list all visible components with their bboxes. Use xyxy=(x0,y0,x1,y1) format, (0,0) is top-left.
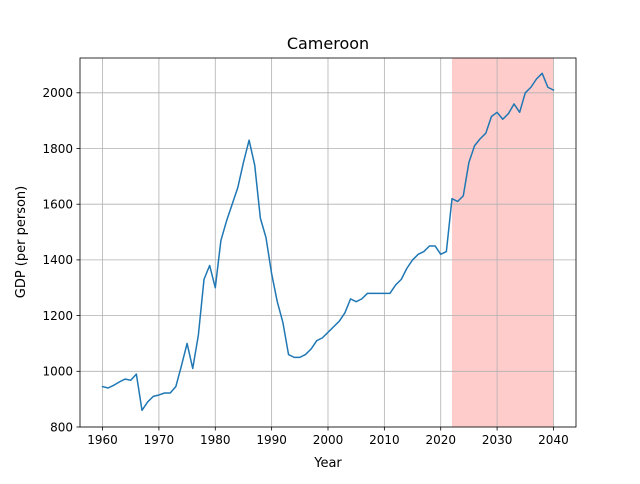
x-tick-label: 2010 xyxy=(369,433,400,447)
x-tick-label: 1990 xyxy=(256,433,287,447)
y-tick-label: 800 xyxy=(50,420,73,434)
y-tick-label: 1200 xyxy=(42,309,73,323)
y-tick-label: 2000 xyxy=(42,86,73,100)
y-tick-label: 1600 xyxy=(42,198,73,212)
x-axis-label: Year xyxy=(313,456,342,471)
y-tick-label: 1400 xyxy=(42,253,73,267)
x-tick-label: 1980 xyxy=(200,433,231,447)
chart-title: Cameroon xyxy=(287,34,369,53)
y-tick-label: 1800 xyxy=(42,142,73,156)
x-tick-label: 1960 xyxy=(87,433,118,447)
x-tick-label: 2040 xyxy=(538,433,569,447)
y-axis-label: GDP (per person) xyxy=(14,186,29,299)
y-tick-label: 1000 xyxy=(42,365,73,379)
x-tick-label: 2020 xyxy=(425,433,456,447)
gdp-series-line xyxy=(101,72,555,412)
x-tick-label: 2000 xyxy=(313,433,344,447)
x-tick-label: 1970 xyxy=(144,433,175,447)
x-tick-label: 2030 xyxy=(482,433,513,447)
